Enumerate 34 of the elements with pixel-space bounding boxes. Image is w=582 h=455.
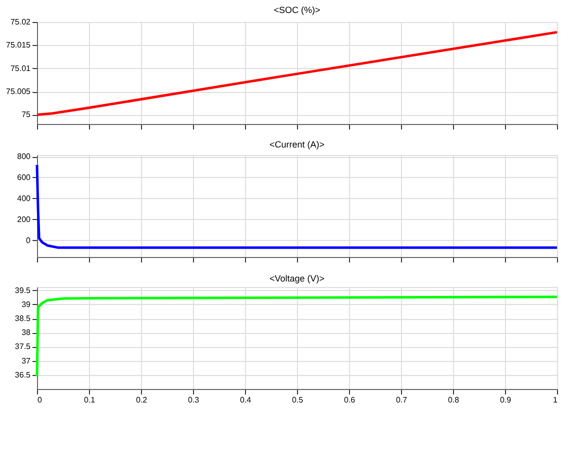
x-tick-label: 0.7 [396,396,408,404]
x-tick-label: 0.9 [500,396,512,404]
y-tick-label: 38 [22,328,32,338]
x-tick-label: 0.2 [136,396,148,404]
y-tick-label: 75.02 [10,18,32,26]
y-tick-label: 800 [17,152,32,162]
x-tick-label: 0 [38,396,42,404]
line-series [36,30,558,116]
x-tick-label: 0.4 [240,396,252,404]
x-tick-label: 0.8 [448,396,460,404]
y-tick-label: 75.01 [10,64,32,73]
x-tick-label: 0.3 [188,396,200,404]
y-tick-label: 600 [17,172,32,182]
x-tick-label: 0.6 [344,396,356,404]
y-tick-label: 37 [22,356,32,366]
y-tick-label: 200 [17,214,32,224]
y-tick-label: 39.5 [14,286,32,295]
y-tick-label: 75.015 [6,40,32,50]
y-tick-label: 39 [22,300,32,309]
y-tick-label: 38.5 [14,314,32,324]
y-tick-label: 36.5 [14,370,32,380]
y-tick-label: 37.5 [14,342,32,352]
y-tick-label: 400 [17,194,32,203]
x-tick-label: 0.5 [292,396,304,404]
x-tick-label: 0.1 [84,396,96,404]
line-series [36,296,558,378]
y-tick-label: 75.005 [6,87,32,96]
chart-title: <Current (A)> [269,140,325,150]
chart-title: <SOC (%)> [274,5,320,15]
x-tick-label: 1 [553,396,558,404]
y-tick-label: 0 [26,236,32,245]
chart-title: <Voltage (V)> [269,273,325,284]
line-series [36,164,558,249]
y-tick-label: 75 [22,110,32,120]
